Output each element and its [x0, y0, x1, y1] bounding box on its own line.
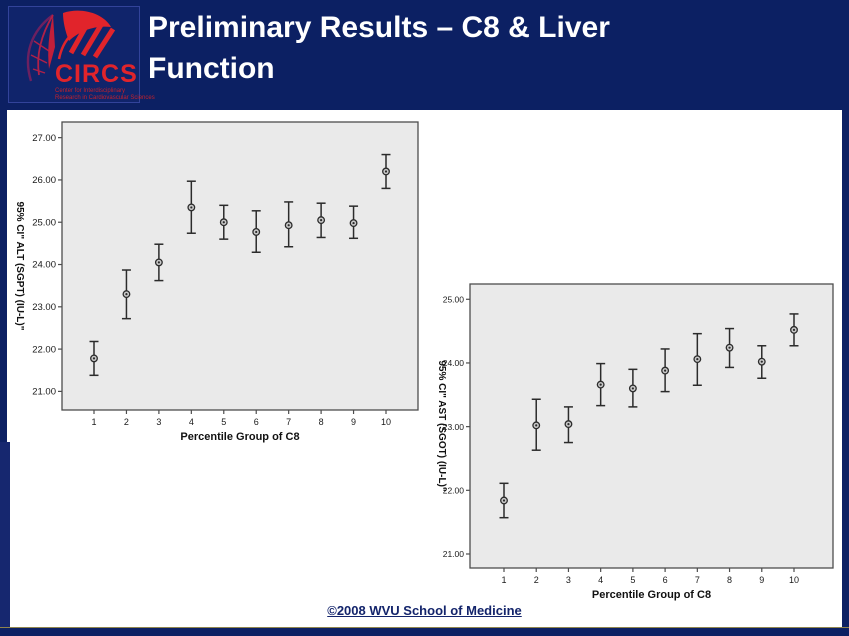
y-tick-label: 21.00 — [32, 387, 56, 398]
x-tick-label: 4 — [189, 417, 194, 427]
error-bar — [121, 269, 131, 320]
x-axis-title: Percentile Group of C8 — [180, 431, 299, 443]
slide-title-line1: Preliminary Results – C8 & Liver — [148, 11, 610, 44]
x-tick-label: 7 — [286, 417, 291, 427]
y-tick-label: 22.00 — [32, 344, 56, 355]
error-bar — [89, 340, 99, 377]
ast-sgot-errorbar-chart: 21.00 22.00 23.00 24.00 25.00 1 2 3 4 5 6 7 8 9 10 Perc… — [436, 274, 849, 609]
y-tick-label: 24.00 — [443, 358, 465, 368]
wing-icon — [26, 10, 116, 82]
error-bar — [219, 204, 229, 240]
error-bar — [186, 180, 196, 234]
alt-sgpt-errorbar-chart: 21.00 22.00 23.00 24.00 25.00 26.00 27.00 1 2 3 4 5… — [8, 112, 430, 453]
x-tick-label: 1 — [91, 417, 96, 427]
x-tick-label: 2 — [534, 575, 539, 585]
slide-title: Preliminary Results – C8 & Liver Functio… — [148, 7, 610, 89]
y-tick-label: 27.00 — [32, 133, 56, 144]
x-tick-label: 6 — [663, 575, 668, 585]
error-bar — [154, 243, 164, 282]
error-bar — [381, 153, 391, 190]
logo-acronym: CIRCS — [55, 60, 138, 88]
x-tick-label: 7 — [695, 575, 700, 585]
error-bar — [757, 345, 767, 379]
y-tick-label: 23.00 — [32, 302, 56, 313]
logo-subtitle: Center for Interdisciplinary Research in… — [55, 88, 155, 102]
slide-border-bottom — [0, 627, 849, 636]
copyright-footer: ©2008 WVU School of Medicine — [327, 603, 522, 618]
slide-border-left — [0, 110, 7, 636]
x-tick-label: 9 — [759, 575, 764, 585]
circs-logo: CIRCS Center for Interdisciplinary Resea… — [8, 6, 155, 103]
error-bar — [284, 201, 294, 248]
x-tick-label: 3 — [156, 417, 161, 427]
logo-subtitle-line2: Research in Cardiovascular Sciences — [55, 95, 155, 101]
y-tick-label: 23.00 — [443, 422, 465, 432]
x-tick-label: 5 — [221, 417, 226, 427]
x-tick-label: 1 — [501, 575, 506, 585]
header-bar: CIRCS Center for Interdisciplinary Resea… — [0, 0, 849, 110]
y-tick-label: 22.00 — [443, 486, 465, 496]
plot-area — [61, 121, 419, 411]
error-bar — [596, 362, 606, 407]
x-tick-label: 10 — [789, 575, 799, 585]
x-axis-title: Percentile Group of C8 — [592, 589, 711, 601]
y-tick-label: 21.00 — [443, 549, 465, 559]
y-tick-label: 24.00 — [32, 260, 56, 271]
slide-title-line2: Function — [148, 52, 275, 85]
error-bar — [316, 202, 326, 239]
x-tick-label: 2 — [124, 417, 129, 427]
error-bar — [499, 482, 509, 519]
y-axis-title: 95% CI" AST (SGOT) (IU-L)" — [436, 360, 447, 492]
error-bar — [531, 398, 541, 451]
y-tick-label: 25.00 — [32, 217, 56, 228]
x-tick-label: 10 — [381, 417, 391, 427]
slide-border-right — [842, 110, 849, 636]
error-bar — [628, 368, 638, 408]
x-tick-label: 6 — [254, 417, 259, 427]
x-tick-label: 9 — [351, 417, 356, 427]
error-bar — [692, 332, 702, 386]
error-bar — [660, 348, 670, 393]
y-axis-title: 95% CI" ALT (SGPT) (IU-L)" — [14, 202, 25, 331]
logo-subtitle-line1: Center for Interdisciplinary — [55, 88, 126, 94]
slide-border-left-step — [0, 442, 10, 636]
error-bar — [789, 313, 799, 347]
x-tick-label: 5 — [630, 575, 635, 585]
error-bar — [251, 210, 261, 254]
x-tick-label: 8 — [727, 575, 732, 585]
error-bar — [349, 205, 359, 240]
y-tick-label: 25.00 — [443, 294, 465, 304]
y-tick-label: 26.00 — [32, 175, 56, 186]
error-bar — [563, 406, 573, 444]
x-tick-label: 4 — [598, 575, 603, 585]
error-bar — [725, 327, 735, 369]
plot-area — [469, 283, 834, 569]
x-tick-label: 3 — [566, 575, 571, 585]
x-tick-label: 8 — [319, 417, 324, 427]
